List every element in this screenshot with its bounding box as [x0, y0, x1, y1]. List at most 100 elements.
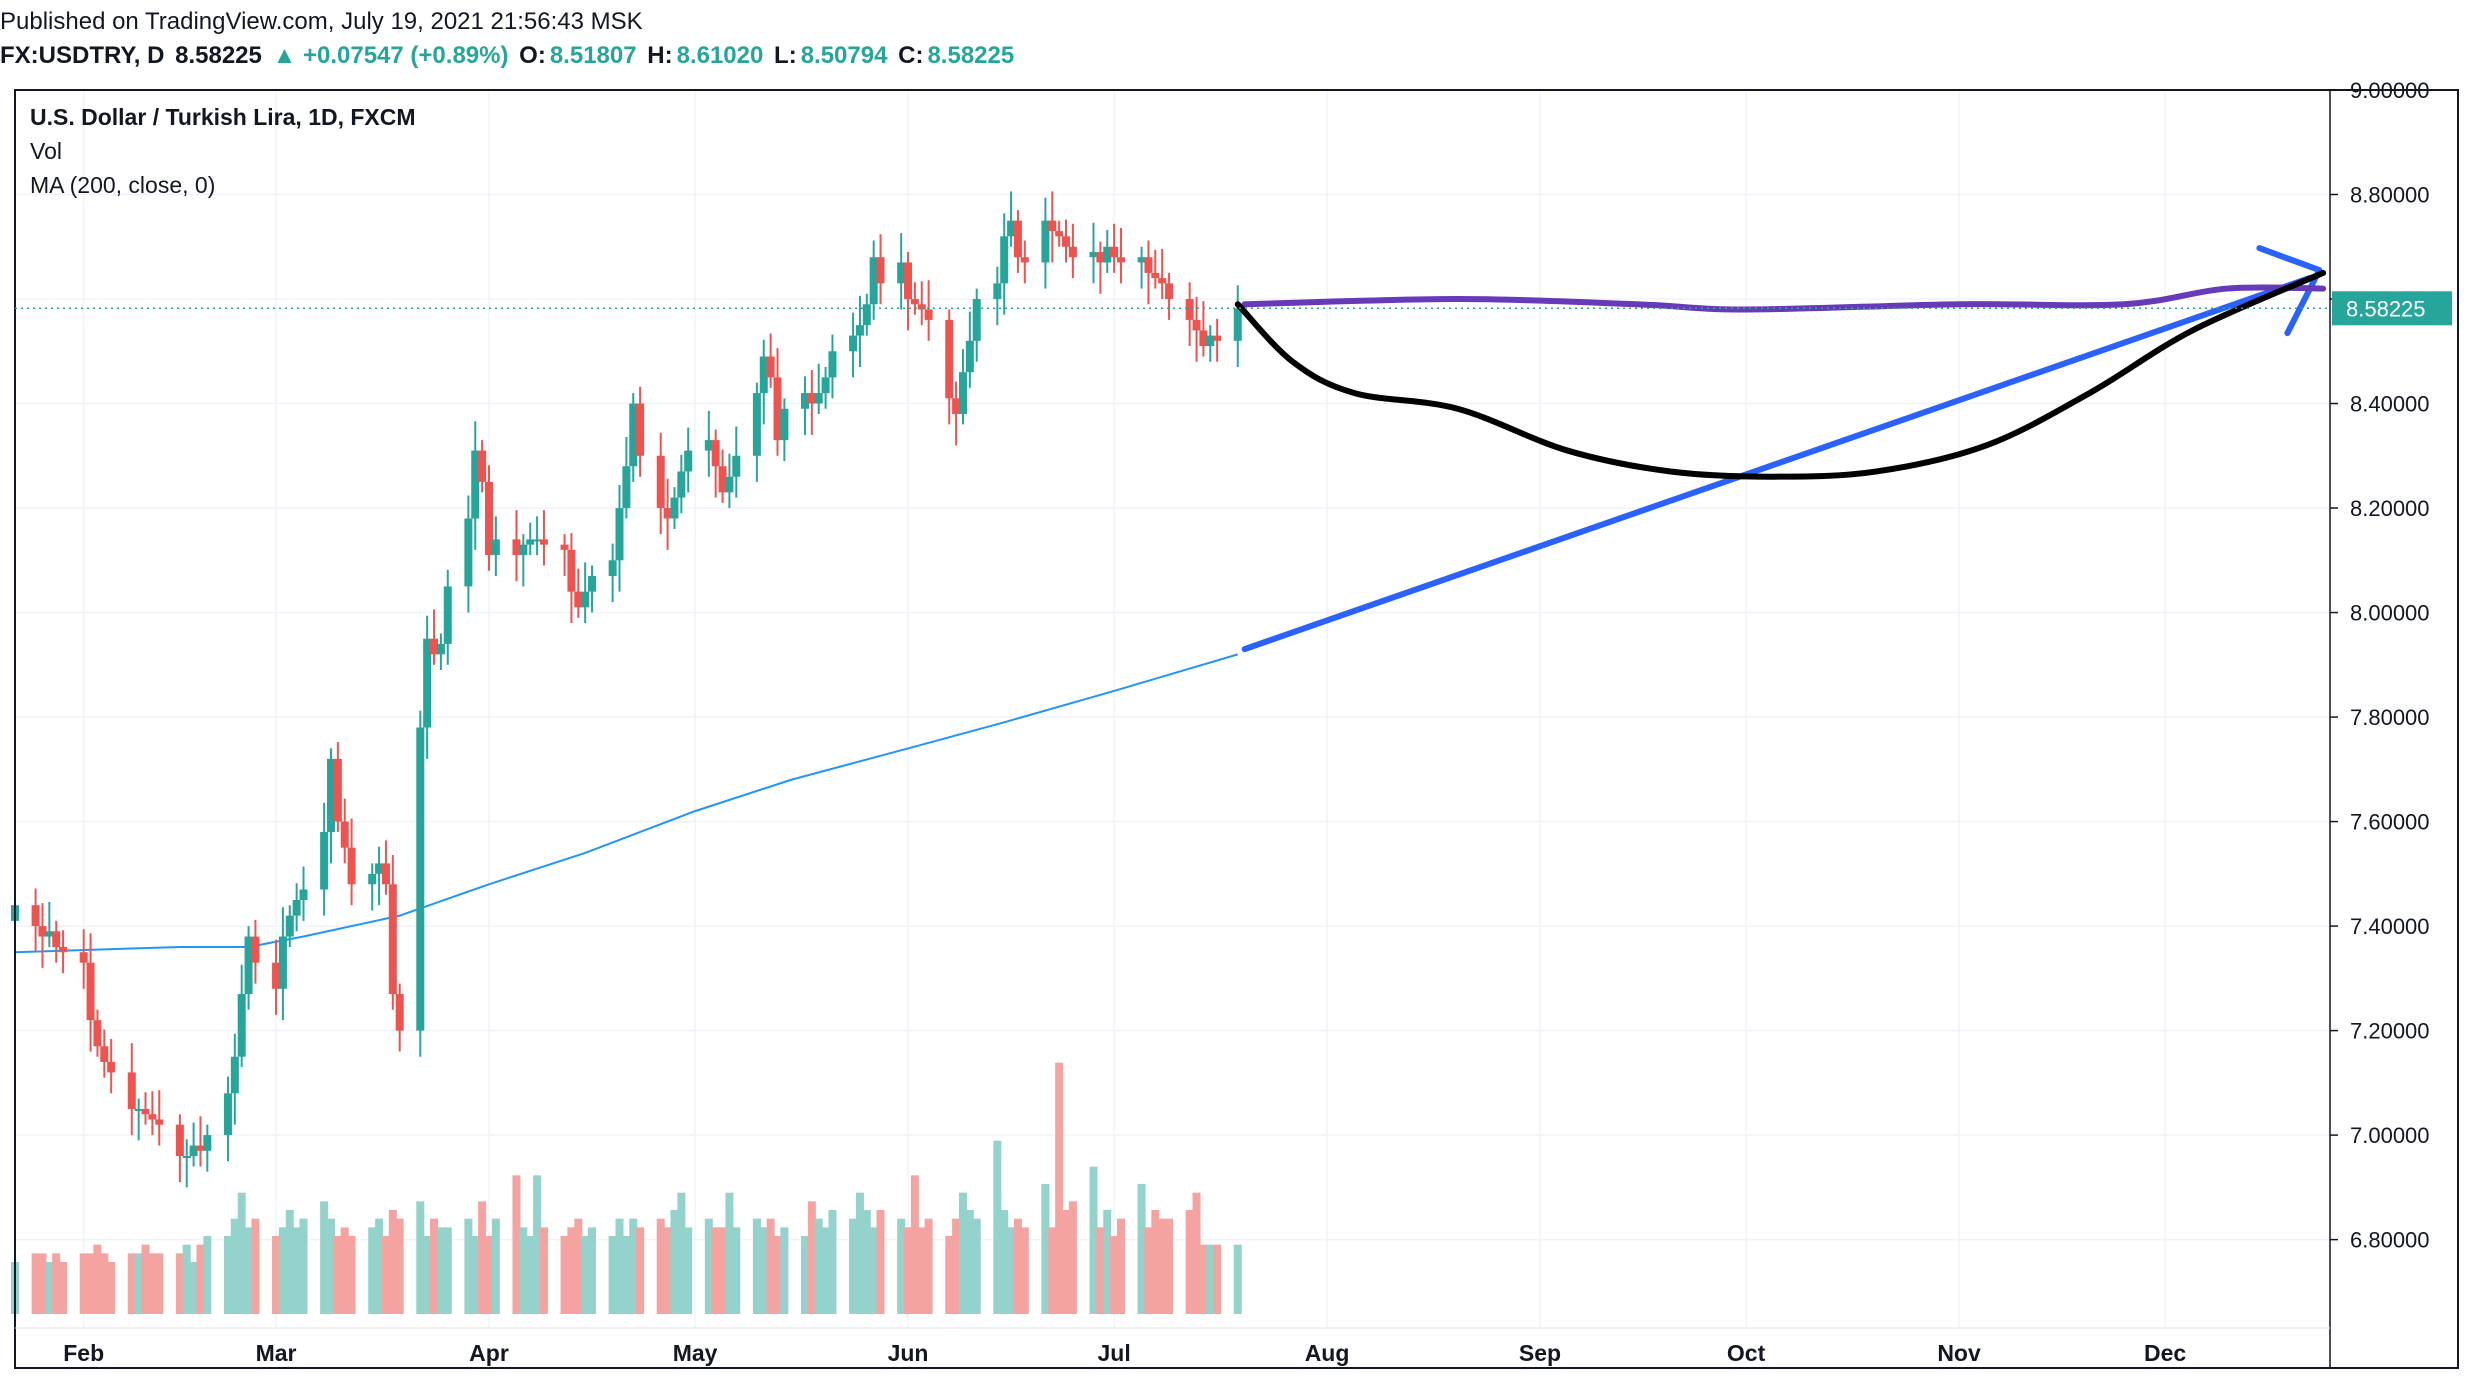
candle-body — [718, 466, 727, 493]
candle-body — [567, 549, 576, 592]
volume-bar — [814, 1218, 823, 1314]
candle-body — [581, 591, 590, 608]
volume-bar — [38, 1253, 47, 1314]
candle-body — [1096, 251, 1105, 263]
candle-body — [677, 471, 686, 498]
legend-volume[interactable]: Vol — [30, 138, 62, 164]
candle-body — [862, 304, 871, 326]
x-tick-label: Oct — [1727, 1340, 1766, 1366]
candle-body — [1062, 236, 1071, 247]
candle-body — [608, 560, 617, 576]
volume-bar — [684, 1227, 693, 1314]
volume-bar — [752, 1218, 761, 1314]
candle-body — [828, 351, 837, 378]
candle-body — [436, 643, 445, 655]
volume-bar — [272, 1236, 281, 1314]
volume-bar — [1116, 1218, 1125, 1314]
candle-body — [375, 863, 384, 874]
candle-body — [588, 575, 597, 592]
candle-body — [684, 450, 693, 472]
candle-body — [512, 539, 521, 556]
candle-body — [1213, 335, 1222, 341]
volume-bar — [828, 1210, 837, 1314]
volume-bar — [148, 1253, 157, 1314]
candle-body — [1103, 246, 1112, 263]
volume-bar — [910, 1175, 919, 1314]
candle-body — [272, 962, 281, 989]
candle-body — [155, 1119, 164, 1125]
volume-bar — [299, 1218, 308, 1314]
candle-body — [93, 1020, 102, 1047]
volume-bar — [1192, 1192, 1201, 1314]
volume-bar — [897, 1218, 906, 1314]
candle-body — [904, 262, 913, 300]
volume-bar — [1199, 1244, 1208, 1314]
chart-axes: 9.000008.800008.600008.400008.200008.000… — [14, 78, 2459, 1369]
candle-body — [800, 393, 809, 409]
candle-body — [759, 356, 768, 394]
candle-body — [59, 946, 68, 953]
candle-body — [388, 884, 397, 995]
candle-body — [876, 257, 885, 284]
candlesticks — [11, 191, 1242, 1188]
volume-bar — [491, 1218, 500, 1314]
volume-bar — [107, 1262, 116, 1314]
candle-body — [141, 1108, 150, 1115]
volume-bar — [189, 1262, 198, 1314]
candle-body — [491, 539, 500, 556]
candle-body — [807, 393, 816, 404]
volume-bar — [862, 1210, 871, 1314]
candle-body — [189, 1145, 198, 1157]
candle-body — [766, 356, 775, 378]
volume-bar — [945, 1236, 954, 1314]
candle-body — [1137, 257, 1146, 263]
open-value: 8.51807 — [549, 42, 637, 69]
candle-body — [347, 847, 356, 885]
legend-ma[interactable]: MA (200, close, 0) — [30, 172, 216, 198]
candle-body — [636, 403, 645, 456]
volume-bar — [849, 1218, 858, 1314]
legend-title[interactable]: U.S. Dollar / Turkish Lira, 1D, FXCM — [30, 104, 416, 130]
volume-bar — [237, 1192, 246, 1314]
candle-body — [539, 539, 548, 545]
volume-bar — [1110, 1236, 1119, 1314]
volume-bar — [1103, 1210, 1112, 1314]
candle-body — [1199, 330, 1208, 347]
candle-body — [622, 466, 631, 509]
volume-bar — [326, 1218, 335, 1314]
volume-bar — [388, 1210, 397, 1314]
y-tick-label: 8.40000 — [2350, 392, 2430, 417]
volume-bar — [821, 1227, 830, 1314]
volume-bar — [182, 1244, 191, 1314]
candle-body — [478, 450, 487, 482]
volume-bar — [127, 1253, 136, 1314]
price-change: ▲ +0.07547 (+0.89%) — [272, 42, 509, 69]
ma-200-layer — [14, 653, 1239, 954]
x-tick-label: Nov — [1937, 1340, 1981, 1366]
volume-bar — [993, 1140, 1002, 1314]
last-price-tag-text: 8.58225 — [2346, 296, 2426, 321]
symbol-name[interactable]: FX:USDTRY, D — [0, 42, 165, 69]
volume-bar — [622, 1236, 631, 1314]
current-price: 8.58225 — [175, 42, 262, 69]
candle-body — [1055, 231, 1064, 237]
volume-bar — [368, 1227, 377, 1314]
volume-bar — [1233, 1244, 1242, 1314]
candle-body — [615, 508, 624, 561]
chart-grid — [15, 89, 2330, 1328]
last-price-tag — [2332, 291, 2452, 326]
volume-bar — [1089, 1166, 1098, 1314]
candle-body — [855, 325, 864, 336]
volume-bar — [1013, 1218, 1022, 1314]
candle-body — [780, 408, 789, 441]
volume-bar — [155, 1253, 164, 1314]
volume-bar — [347, 1236, 356, 1314]
candle-body — [629, 403, 638, 467]
volume-bar — [1062, 1210, 1071, 1314]
quote-bar: FX:USDTRY, D 8.58225 ▲ +0.07547 (+0.89%)… — [0, 42, 1018, 70]
volume-bar — [952, 1218, 961, 1314]
volume-bar — [471, 1236, 480, 1314]
candle-body — [107, 1061, 116, 1073]
y-tick-label: 7.80000 — [2350, 705, 2430, 730]
